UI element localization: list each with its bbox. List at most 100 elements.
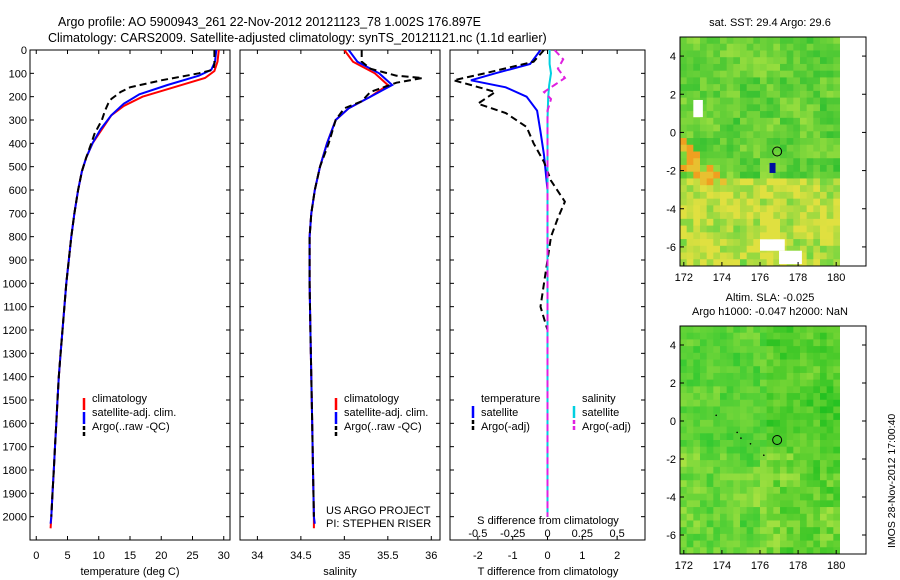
sla-heatmap-cell	[746, 486, 754, 495]
sla-heatmap-cell	[753, 473, 761, 481]
sla-heatmap-cell	[706, 346, 714, 354]
sla-y-tick-label: -4	[666, 492, 676, 504]
sst-heatmap-cell	[713, 191, 721, 200]
sst-heatmap-cell	[800, 245, 808, 253]
sla-heatmap-cell	[800, 393, 808, 401]
sla-heatmap-cell	[786, 486, 794, 495]
sla-heatmap-cell	[713, 520, 721, 528]
sla-heatmap-cell	[760, 359, 768, 367]
sst-heatmap-cell	[800, 252, 808, 260]
sst-heatmap-cell	[760, 117, 768, 125]
sla-heatmap-cell	[760, 540, 768, 548]
sla-heatmap-cell	[833, 426, 840, 434]
sst-heatmap-cell	[700, 225, 708, 233]
sla-heatmap-cell	[820, 379, 828, 387]
sst-heatmap-cell	[686, 50, 694, 58]
sst-heatmap-cell	[680, 218, 688, 226]
sla-heatmap-cell	[693, 527, 701, 535]
sla-heatmap-cell	[726, 379, 734, 387]
sla-heatmap-cell	[680, 480, 688, 488]
sla-heatmap-cell	[706, 426, 714, 434]
sst-heatmap-cell	[680, 239, 688, 247]
sst-heatmap-cell	[813, 191, 821, 200]
sla-heatmap-cell	[806, 413, 814, 421]
sst-heatmap-cell	[706, 171, 714, 179]
sst-heatmap-cell	[760, 252, 768, 260]
sst-heatmap-cell	[733, 198, 741, 206]
sla-heatmap-cell	[773, 480, 781, 488]
sst-heatmap-cell	[786, 212, 794, 220]
sst-heatmap-cell	[686, 232, 694, 240]
sla-heatmap-cell	[820, 426, 828, 434]
sla-heatmap-cell	[820, 460, 828, 468]
sst-heatmap-cell	[700, 37, 708, 45]
sst-heatmap-cell	[746, 70, 754, 78]
sla-heatmap-cell	[713, 547, 721, 554]
sla-heatmap-cell	[813, 540, 821, 548]
sla-x-tick-label: 176	[751, 560, 769, 572]
sla-heatmap-cell	[693, 493, 701, 501]
imos-timestamp: IMOS 28-Nov-2012 17:00:40	[886, 414, 898, 548]
sst-heatmap-cell	[786, 63, 794, 72]
sla-heatmap-cell	[726, 326, 734, 334]
sla-heatmap-cell	[786, 540, 794, 548]
sla-heatmap-cell	[806, 507, 814, 515]
sst-map-panel: sat. SST: 29.4 Argo: 29.6 172 174 176 178 18…	[666, 17, 867, 284]
sla-heatmap-cell	[706, 406, 714, 414]
sla-heatmap-cell	[760, 366, 768, 374]
sst-heatmap-cell	[746, 164, 754, 173]
sla-heatmap-cell	[733, 547, 741, 554]
sst-heatmap-cell	[766, 144, 774, 152]
sst-heatmap-cell	[786, 104, 794, 112]
sst-heatmap-cell	[680, 43, 688, 51]
sla-heatmap-cell	[806, 493, 814, 501]
sla-heatmap-cell	[833, 453, 840, 461]
sst-heatmap-cell	[760, 37, 768, 45]
sla-heatmap-cell	[693, 547, 701, 554]
sla-heatmap-cell	[806, 426, 814, 434]
temperature-y-tick-label: 2000	[3, 512, 27, 524]
sla-heatmap-cell	[740, 533, 748, 541]
sst-heatmap-cell	[760, 111, 768, 119]
sla-heatmap-cell	[813, 460, 821, 468]
sla-heatmap-cell	[806, 486, 814, 495]
sla-heatmap-cell	[720, 460, 728, 468]
sst-heatmap-cell	[726, 232, 734, 240]
sst-heatmap-cell	[700, 90, 708, 99]
sst-heatmap-cell	[833, 252, 840, 260]
sla-heatmap-cell	[800, 346, 808, 354]
sla-heatmap-cell	[686, 413, 694, 421]
sst-heatmap-cell	[693, 131, 701, 139]
sla-heatmap-cell	[746, 466, 754, 474]
salinity-legend-satellite: satellite-adj. clim.	[344, 407, 428, 419]
sla-heatmap-cell	[806, 440, 814, 448]
salinity-x-tick-label: 34	[251, 550, 263, 562]
sst-heatmap-cell	[733, 63, 741, 72]
temperature-y-tick-label: 1800	[3, 465, 27, 477]
sst-heatmap-cell	[800, 50, 808, 58]
sla-heatmap-cell	[753, 466, 761, 474]
sla-heatmap-cell	[833, 393, 840, 401]
sst-heatmap-cell	[800, 205, 808, 213]
sla-heatmap-cell	[760, 393, 768, 401]
sla-heatmap-cell	[780, 547, 788, 554]
sst-heatmap-cell	[806, 117, 814, 125]
sla-heatmap-cell	[720, 486, 728, 495]
sst-heatmap-cell	[720, 239, 728, 247]
sla-heatmap-cell	[813, 352, 821, 360]
sla-heatmap-cell	[740, 332, 748, 340]
sla-heatmap-cell	[753, 332, 761, 340]
sla-heatmap-cell	[740, 527, 748, 535]
sst-heatmap-cell	[773, 144, 781, 152]
sla-heatmap-cell	[726, 446, 734, 454]
difference-x-tick-label: 1	[579, 550, 585, 562]
sst-heatmap-cell	[713, 212, 721, 220]
sla-heatmap-cell	[746, 393, 754, 401]
sst-heatmap-cell	[740, 131, 748, 139]
sst-heatmap-cell	[793, 239, 801, 247]
sst-heatmap-cell	[806, 239, 814, 247]
sst-heatmap-cell	[726, 131, 734, 139]
sla-heatmap-cell	[820, 446, 828, 454]
sst-heatmap-cell	[700, 63, 708, 72]
sst-heatmap-cell	[753, 117, 761, 125]
